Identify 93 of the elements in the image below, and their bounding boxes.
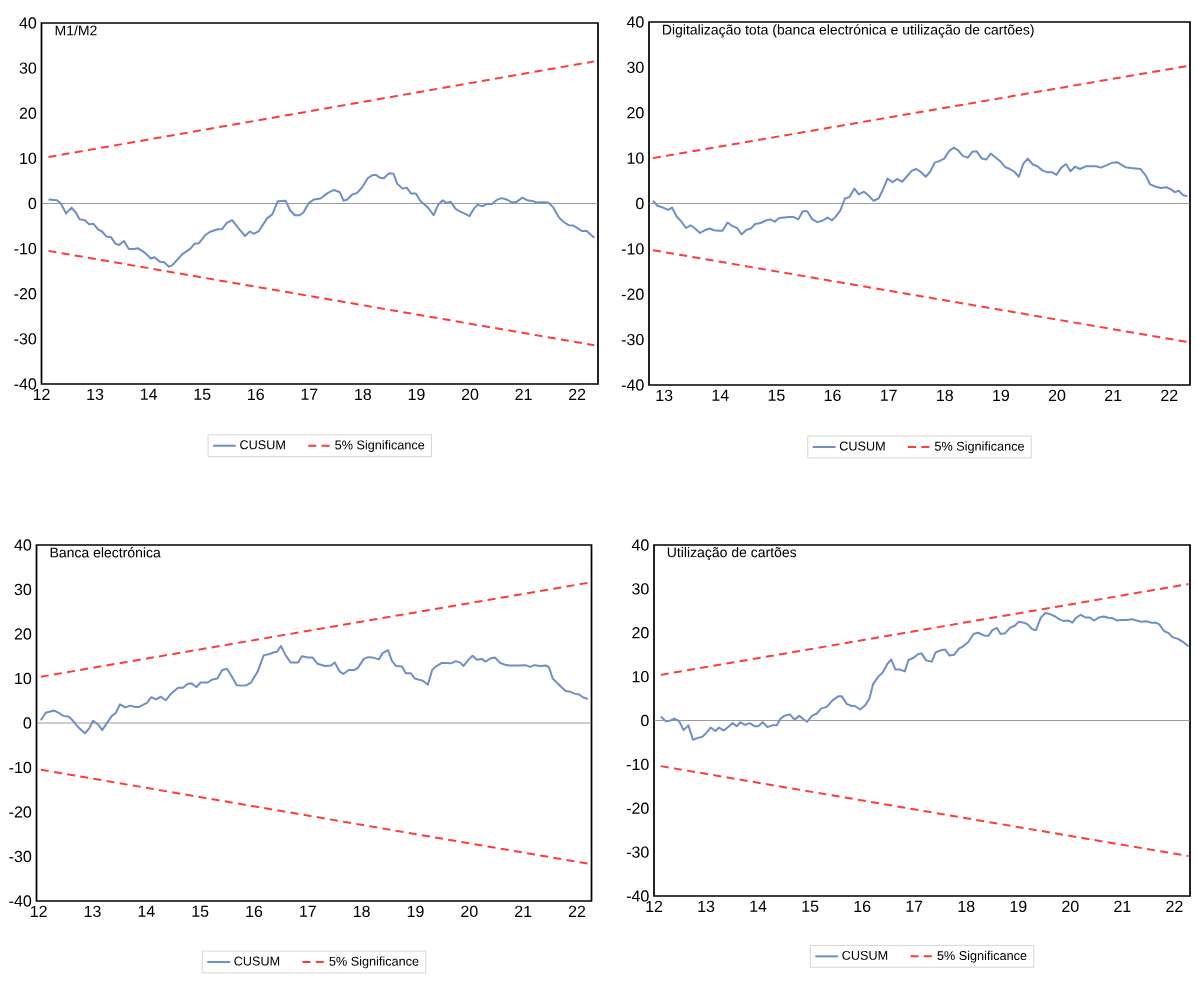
chart-title: Utilização de cartões bbox=[667, 546, 797, 561]
y-tick-label: -30 bbox=[14, 333, 37, 345]
y-tick-label: -40 bbox=[14, 378, 37, 390]
y-tick-label: 20 bbox=[19, 107, 37, 119]
chart-title: Digitalização tota (banca electrónica e utilização de cartões) bbox=[662, 24, 1034, 38]
y-tick-label: 0 bbox=[641, 714, 649, 727]
x-tick-label: 12 bbox=[33, 388, 50, 400]
y-tick-label: -10 bbox=[621, 243, 644, 255]
x-tick-label: 22 bbox=[569, 388, 586, 400]
x-tick-label: 22 bbox=[1166, 900, 1183, 912]
y-tick-label: 10 bbox=[627, 152, 644, 164]
legend-label: 5% Significance bbox=[937, 950, 1027, 963]
legend-label: CUSUM bbox=[234, 956, 280, 966]
y-tick-label: 20 bbox=[627, 107, 644, 119]
x-tick-label: 12 bbox=[30, 905, 47, 917]
y-tick-label: -10 bbox=[626, 758, 649, 771]
x-tick-label: 13 bbox=[698, 900, 715, 913]
line-series bbox=[659, 612, 1190, 741]
x-tick-label: 20 bbox=[461, 388, 479, 401]
x-tick-label: 13 bbox=[656, 389, 673, 402]
y-tick-label: 40 bbox=[626, 16, 644, 28]
y-tick-label: -30 bbox=[9, 850, 32, 863]
x-tick-label: 15 bbox=[802, 900, 819, 912]
y-tick-label: -20 bbox=[14, 288, 37, 300]
x-tick-label: 21 bbox=[1114, 900, 1131, 912]
y-tick-label: 30 bbox=[14, 583, 32, 596]
legend-label: 5% Significance bbox=[329, 956, 419, 969]
y-tick-label: 0 bbox=[636, 197, 644, 210]
x-tick-label: 17 bbox=[300, 905, 316, 917]
x-tick-label: 18 bbox=[355, 388, 372, 401]
x-tick-label: 14 bbox=[140, 388, 158, 400]
x-tick-label: 14 bbox=[712, 389, 729, 401]
x-tick-label: 19 bbox=[1010, 900, 1027, 913]
x-tick-label: 16 bbox=[248, 388, 264, 401]
legend-label: 5% Significance bbox=[335, 440, 425, 452]
chart-title: Banca electrónica bbox=[50, 547, 161, 558]
x-tick-label: 15 bbox=[768, 389, 785, 401]
y-tick-label: -20 bbox=[9, 806, 32, 818]
x-tick-label: 18 bbox=[353, 905, 370, 918]
x-tick-label: 12 bbox=[646, 900, 663, 912]
y-tick-label: 30 bbox=[627, 61, 644, 74]
y-tick-label: 40 bbox=[14, 539, 32, 551]
x-tick-label: 21 bbox=[1105, 389, 1122, 401]
y-tick-label: -30 bbox=[626, 846, 649, 858]
y-tick-label: -10 bbox=[9, 761, 32, 774]
x-tick-label: 16 bbox=[246, 905, 263, 918]
x-tick-label: 20 bbox=[1048, 389, 1066, 402]
x-tick-label: 18 bbox=[937, 389, 953, 402]
y-tick-label: -40 bbox=[621, 379, 644, 391]
x-tick-label: 18 bbox=[958, 900, 975, 913]
x-tick-label: 21 bbox=[515, 905, 532, 917]
y-tick-label: -40 bbox=[9, 895, 32, 907]
y-tick-label: 10 bbox=[15, 672, 32, 685]
y-tick-label: 10 bbox=[20, 152, 37, 165]
x-tick-label: 15 bbox=[192, 905, 209, 917]
y-tick-label: -40 bbox=[626, 890, 649, 902]
legend-label: CUSUM bbox=[839, 441, 885, 451]
x-tick-label: 20 bbox=[461, 905, 478, 918]
x-tick-label: 15 bbox=[194, 388, 211, 400]
x-tick-label: 20 bbox=[1062, 900, 1079, 913]
y-tick-label: 0 bbox=[23, 717, 32, 729]
x-tick-label: 14 bbox=[138, 905, 155, 917]
x-tick-label: 17 bbox=[301, 388, 318, 400]
x-tick-label: 16 bbox=[854, 900, 871, 913]
y-tick-label: 10 bbox=[632, 670, 649, 683]
x-tick-label: 14 bbox=[750, 900, 767, 912]
y-tick-label: 0 bbox=[28, 197, 37, 210]
x-tick-label: 13 bbox=[87, 388, 104, 401]
x-tick-label: 19 bbox=[408, 388, 425, 401]
x-tick-label: 17 bbox=[880, 389, 897, 401]
legend-label: CUSUM bbox=[240, 440, 285, 450]
legend-label: CUSUM bbox=[842, 950, 888, 960]
x-tick-label: 22 bbox=[568, 905, 586, 917]
y-tick-label: 40 bbox=[631, 539, 649, 551]
x-tick-label: 21 bbox=[515, 388, 532, 400]
y-tick-label: 20 bbox=[632, 627, 649, 639]
y-tick-label: -20 bbox=[626, 802, 649, 814]
x-tick-label: 22 bbox=[1161, 389, 1178, 401]
chart-title: M1/M2 bbox=[55, 25, 97, 36]
y-tick-label: 20 bbox=[14, 628, 32, 640]
y-tick-label: 30 bbox=[19, 62, 37, 74]
x-tick-label: 19 bbox=[993, 389, 1010, 402]
x-tick-label: 13 bbox=[84, 905, 101, 918]
x-tick-label: 17 bbox=[906, 900, 923, 912]
line-series bbox=[47, 172, 596, 268]
x-tick-label: 19 bbox=[407, 905, 424, 918]
y-tick-label: -30 bbox=[621, 333, 644, 346]
y-tick-label: 40 bbox=[19, 17, 37, 29]
legend-label: 5% Significance bbox=[934, 441, 1024, 454]
x-tick-label: 16 bbox=[824, 389, 841, 402]
y-tick-label: -10 bbox=[14, 242, 37, 255]
y-tick-label: -20 bbox=[621, 288, 644, 300]
y-tick-label: 30 bbox=[632, 583, 649, 595]
